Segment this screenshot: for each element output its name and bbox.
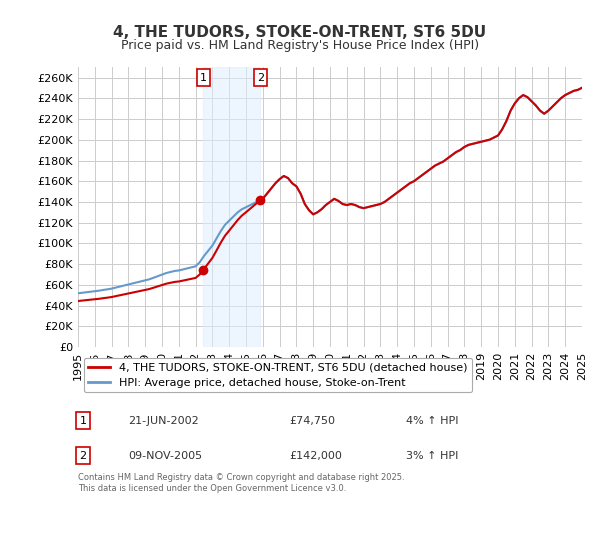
Text: 21-JUN-2002: 21-JUN-2002 xyxy=(128,416,199,426)
Text: 09-NOV-2005: 09-NOV-2005 xyxy=(128,451,203,461)
Legend: 4, THE TUDORS, STOKE-ON-TRENT, ST6 5DU (detached house), HPI: Average price, det: 4, THE TUDORS, STOKE-ON-TRENT, ST6 5DU (… xyxy=(83,358,472,393)
Text: £142,000: £142,000 xyxy=(290,451,343,461)
Text: 1: 1 xyxy=(200,73,207,82)
Bar xyxy=(203,67,260,347)
Text: 2: 2 xyxy=(257,73,264,82)
Text: 4% ↑ HPI: 4% ↑ HPI xyxy=(406,416,458,426)
Text: Contains HM Land Registry data © Crown copyright and database right 2025.
This d: Contains HM Land Registry data © Crown c… xyxy=(78,473,404,493)
Text: 2: 2 xyxy=(79,451,86,461)
Text: Price paid vs. HM Land Registry's House Price Index (HPI): Price paid vs. HM Land Registry's House … xyxy=(121,39,479,52)
Text: 1: 1 xyxy=(80,416,86,426)
Text: 3% ↑ HPI: 3% ↑ HPI xyxy=(406,451,458,461)
Text: £74,750: £74,750 xyxy=(290,416,335,426)
Text: 4, THE TUDORS, STOKE-ON-TRENT, ST6 5DU: 4, THE TUDORS, STOKE-ON-TRENT, ST6 5DU xyxy=(113,25,487,40)
